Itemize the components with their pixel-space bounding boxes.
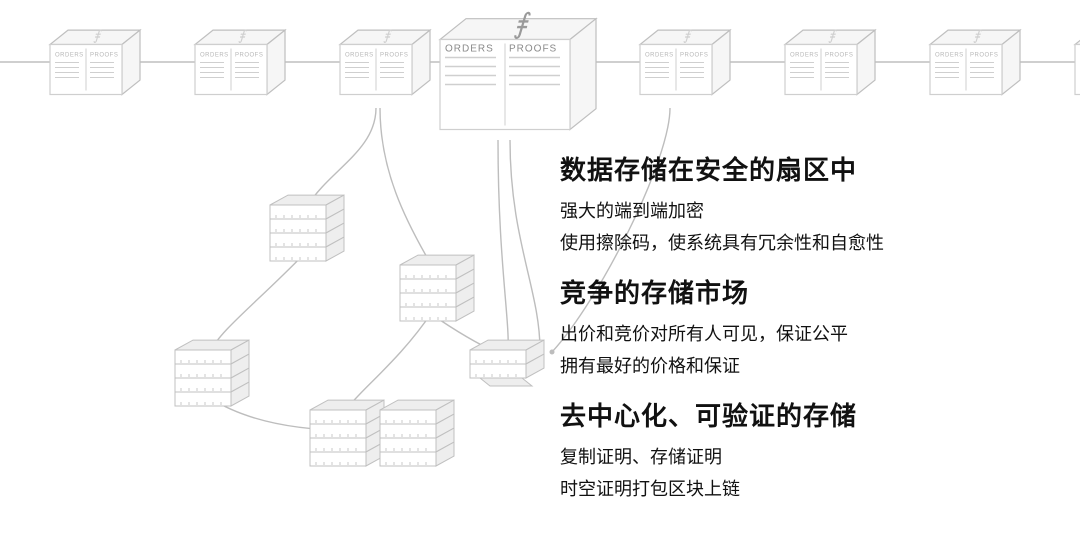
feature-line: 强大的端到端加密 [560, 197, 884, 223]
feature-text-block: 数据存储在安全的扇区中强大的端到端加密使用擦除码，使系统具有冗余性和自愈性竞争的… [560, 150, 884, 519]
svg-text:ORDERS: ORDERS [790, 53, 819, 59]
block-cube: ORDERSPROOFS⨎ [195, 29, 285, 95]
svg-text:ORDERS: ORDERS [345, 53, 374, 59]
feature-section: 去中心化、可验证的存储复制证明、存储证明时空证明打包区块上链 [560, 396, 884, 501]
feature-line: 出价和竞价对所有人可见，保证公平 [560, 320, 884, 346]
network-wire [380, 108, 432, 266]
svg-text:PROOFS: PROOFS [380, 53, 408, 59]
network-wire [498, 140, 508, 352]
block-cube: ORDERSPROOFS⨎ [50, 29, 140, 95]
svg-text:PROOFS: PROOFS [509, 44, 557, 55]
svg-text:ORDERS: ORDERS [55, 53, 84, 59]
block-cube-big: ORDERSPROOFS⨎ [440, 9, 596, 130]
svg-text:PROOFS: PROOFS [680, 53, 708, 59]
server-s5 [380, 400, 454, 466]
svg-text:PROOFS: PROOFS [90, 53, 118, 59]
network-wire [510, 140, 540, 350]
server-s4 [310, 400, 384, 466]
svg-text:PROOFS: PROOFS [235, 53, 263, 59]
server-s2 [400, 255, 474, 321]
svg-text:PROOFS: PROOFS [825, 53, 853, 59]
servers-layer [175, 195, 544, 466]
feature-heading: 去中心化、可验证的存储 [560, 396, 884, 433]
svg-text:ORDERS: ORDERS [935, 53, 964, 59]
feature-line: 拥有最好的价格和保证 [560, 352, 884, 378]
feature-line: 使用擦除码，使系统具有冗余性和自愈性 [560, 229, 884, 255]
svg-text:ORDERS: ORDERS [445, 44, 494, 55]
feature-heading: 数据存储在安全的扇区中 [560, 150, 884, 187]
feature-heading: 竞争的存储市场 [560, 273, 884, 310]
server-s3 [175, 340, 249, 406]
server-s6 [470, 340, 544, 386]
network-wire [308, 108, 376, 205]
feature-line: 时空证明打包区块上链 [560, 475, 884, 501]
svg-text:PROOFS: PROOFS [970, 53, 998, 59]
block-cube: ORDERSPROOFS⨎ [340, 29, 430, 95]
block-cube: ORDERSPROOFS⨎ [785, 29, 875, 95]
feature-line: 复制证明、存储证明 [560, 443, 884, 469]
diagram-stage: ORDERSPROOFS⨎ORDERSPROOFS⨎ORDERSPROOFS⨎O… [0, 0, 1080, 533]
svg-text:ORDERS: ORDERS [200, 53, 229, 59]
server-s1 [270, 195, 344, 261]
feature-section: 竞争的存储市场出价和竞价对所有人可见，保证公平拥有最好的价格和保证 [560, 273, 884, 378]
network-wire [344, 312, 432, 412]
block-cube: ORDERSPROOFS⨎ [640, 29, 730, 95]
diagram-svg: ORDERSPROOFS⨎ORDERSPROOFS⨎ORDERSPROOFS⨎O… [0, 0, 1080, 533]
cubes-layer: ORDERSPROOFS⨎ORDERSPROOFS⨎ORDERSPROOFS⨎O… [50, 9, 1080, 130]
svg-text:ORDERS: ORDERS [645, 53, 674, 59]
block-cube: ORDERSPROOFS⨎ [930, 29, 1020, 95]
network-wire [210, 250, 308, 352]
block-cube: ORDERSPROOFS⨎ [1075, 29, 1080, 95]
feature-section: 数据存储在安全的扇区中强大的端到端加密使用擦除码，使系统具有冗余性和自愈性 [560, 150, 884, 255]
